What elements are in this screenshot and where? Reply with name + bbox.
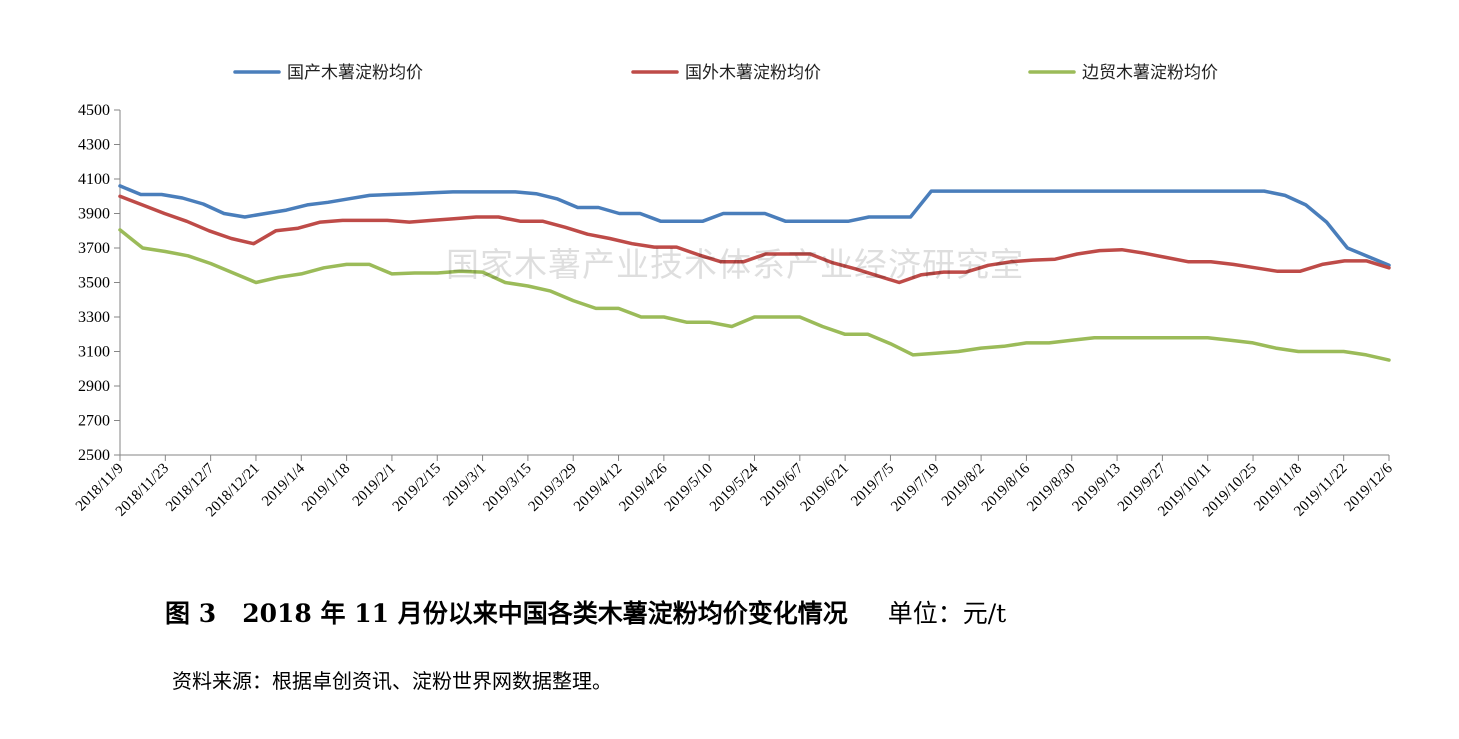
x-tick-label: 2019/4/12 xyxy=(571,461,625,515)
series-line-2 xyxy=(118,194,1391,285)
x-tick-label: 2019/8/16 xyxy=(979,460,1034,515)
x-tick-label: 2019/9/13 xyxy=(1070,461,1124,515)
legend-label-3: 边贸木薯淀粉均价 xyxy=(1082,63,1218,83)
caption-unit: 单位：元/t xyxy=(887,599,1007,628)
caption-title: 图 3 2018 年 11 月份以来中国各类木薯淀粉均价变化情况 xyxy=(165,599,848,628)
chart-axes: 2500 2700 2900 3100 3300 3500 3700 3900 4100 4300… xyxy=(73,102,1396,520)
x-tick-label: 2019/3/29 xyxy=(526,461,580,515)
x-tick-label: 2019/6/21 xyxy=(798,461,852,515)
x-tick-label: 2019/5/10 xyxy=(662,461,716,515)
x-tick-label: 2019/1/18 xyxy=(299,461,353,515)
x-tick-label: 2019/8/30 xyxy=(1024,461,1078,515)
y-tick-label: 4100 xyxy=(78,171,110,188)
figure-caption: 图 3 2018 年 11 月份以来中国各类木薯淀粉均价变化情况 单位：元/t xyxy=(165,594,1006,630)
y-tick-label: 2500 xyxy=(78,447,110,464)
y-tick-label: 3700 xyxy=(78,240,110,257)
y-tick-label: 2900 xyxy=(78,378,110,395)
x-tick-label: 2019/7/19 xyxy=(888,461,942,515)
x-tick-label: 2019/2/15 xyxy=(390,461,444,515)
x-tick-label: 2019/3/15 xyxy=(480,461,534,515)
x-tick-label: 2019/12/6 xyxy=(1341,460,1396,515)
source-note: 资料来源：根据卓创资讯、淀粉世界网数据整理。 xyxy=(172,669,612,693)
x-tick-label: 2019/5/24 xyxy=(707,460,762,515)
series-line-1 xyxy=(118,184,1391,268)
chart-series xyxy=(118,184,1391,362)
watermark-text: 国家木薯产业技术体系产业经济研究室 xyxy=(446,245,1024,284)
y-tick-label: 3900 xyxy=(78,206,110,223)
series-line-3 xyxy=(118,228,1391,362)
y-tick-label: 4500 xyxy=(78,102,110,119)
y-tick-label: 3300 xyxy=(78,309,110,326)
y-tick-label: 2700 xyxy=(78,413,110,430)
legend-label-2: 国外木薯淀粉均价 xyxy=(685,63,821,83)
y-tick-label: 3100 xyxy=(78,344,110,361)
y-tick-label: 4300 xyxy=(78,137,110,154)
line-chart: 2500 2700 2900 3100 3300 3500 3700 3900 4100 4300… xyxy=(73,63,1396,520)
legend-label-1: 国产木薯淀粉均价 xyxy=(287,63,423,83)
y-tick-label: 3500 xyxy=(78,275,110,292)
chart-legend: 国产木薯淀粉均价 国外木薯淀粉均价 边贸木薯淀粉均价 xyxy=(233,63,1218,83)
x-tick-label: 2019/4/26 xyxy=(616,460,671,515)
